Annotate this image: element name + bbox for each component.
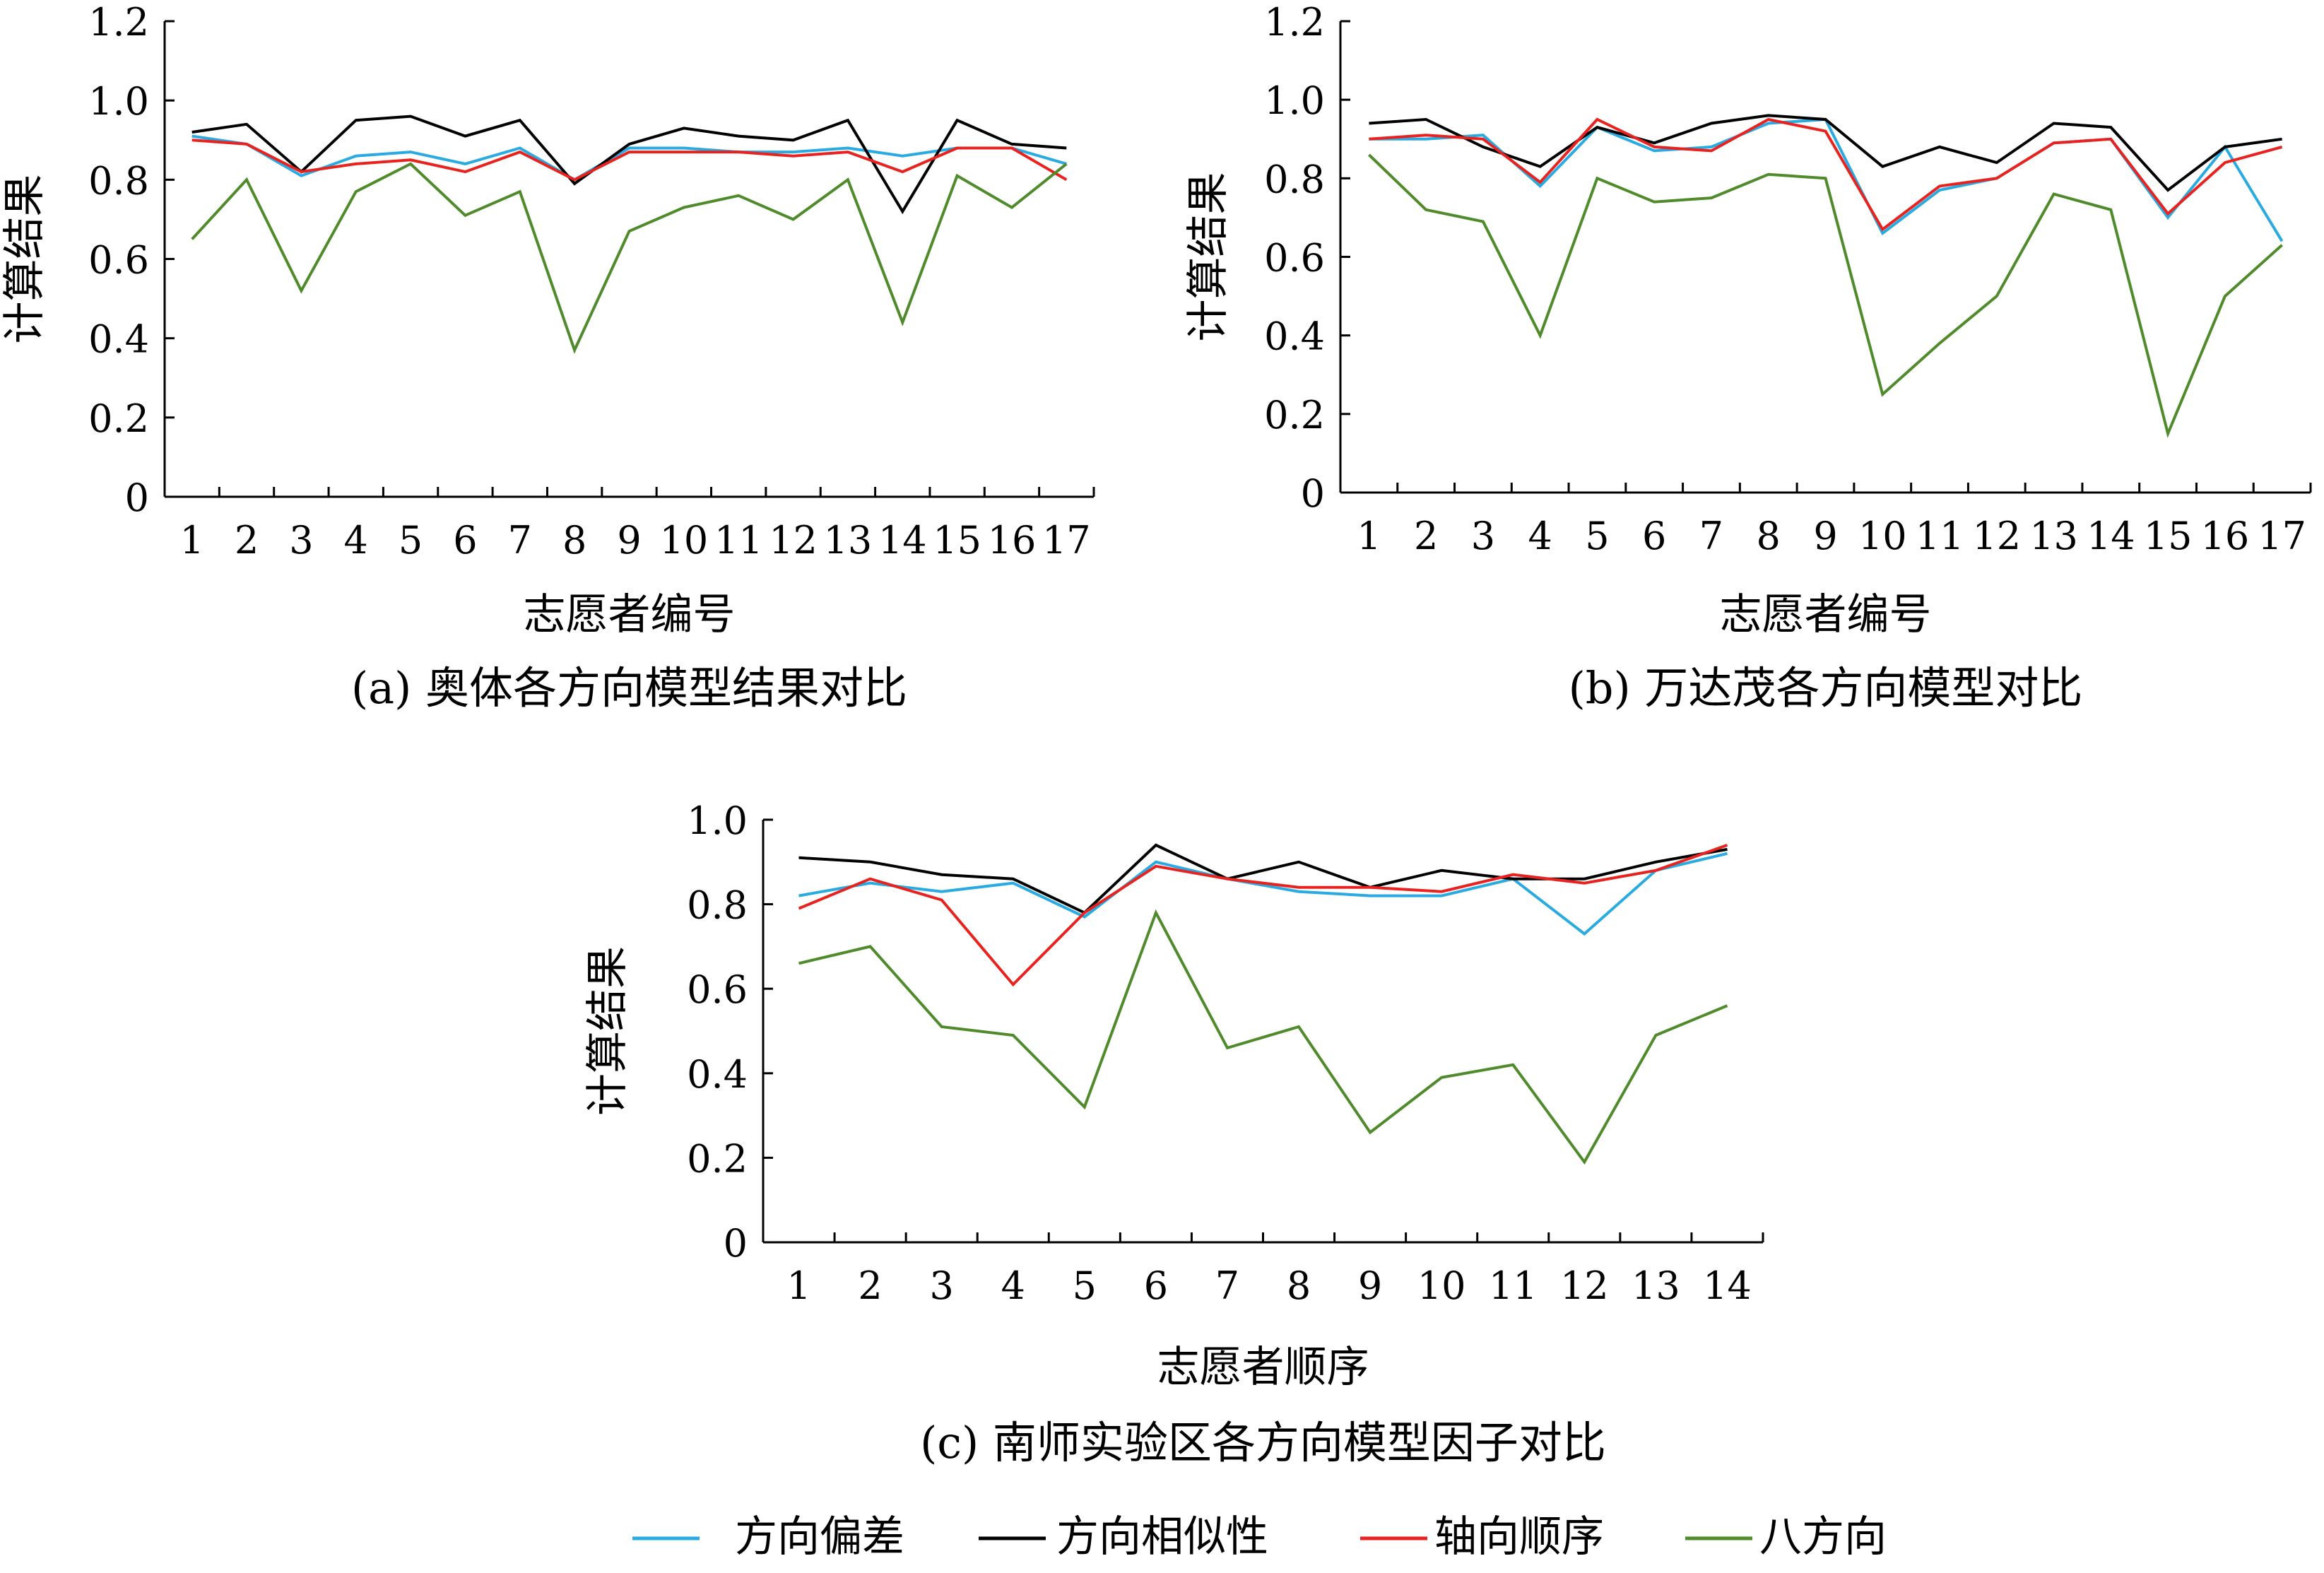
x-tick-label: 7 <box>1699 514 1723 558</box>
series-line-2 <box>798 843 1728 914</box>
y-tick-label: 0.2 <box>88 396 149 441</box>
x-tick-label: 6 <box>1642 514 1666 558</box>
legend-label-2: 方向相似性 <box>1056 1512 1268 1562</box>
x-tick-label: 7 <box>1215 1263 1239 1308</box>
x-tick-label: 5 <box>399 518 423 562</box>
y-axis-label: 计算结果 <box>0 175 49 344</box>
x-tick-label: 4 <box>344 518 368 562</box>
legend-label-3: 轴向顺序 <box>1434 1512 1604 1562</box>
x-tick-label: 11 <box>714 518 763 562</box>
x-tick-label: 16 <box>988 518 1037 562</box>
x-tick-label: 3 <box>1471 514 1495 558</box>
x-tick-label: 1 <box>1357 514 1381 558</box>
series-line-3 <box>191 139 1068 182</box>
x-tick-label: 8 <box>1287 1263 1311 1308</box>
x-tick-label: 5 <box>1585 514 1609 558</box>
x-tick-label: 9 <box>1813 514 1837 558</box>
x-tick-label: 2 <box>1414 514 1438 558</box>
x-tick-label: 2 <box>235 518 259 562</box>
x-tick-label: 11 <box>1916 514 1964 558</box>
series-line-4 <box>1368 153 2283 438</box>
y-axis-label: 计算结果 <box>1184 172 1233 342</box>
y-tick-label: 0.4 <box>687 1052 748 1097</box>
y-tick-label: 0.4 <box>1264 314 1325 359</box>
x-tick-label: 3 <box>289 518 313 562</box>
chart-caption: (a) 奥体各方向模型结果对比 <box>351 662 907 714</box>
legend: 方向偏差 方向相似性 轴向顺序 八方向 <box>632 1512 1887 1562</box>
legend-label-4: 八方向 <box>1759 1512 1887 1562</box>
x-tick-label: 1 <box>179 518 204 562</box>
x-tick-label: 12 <box>769 518 818 562</box>
x-tick-label: 1 <box>786 1263 810 1308</box>
x-tick-label: 8 <box>1757 514 1781 558</box>
chart-panel-c: 00.20.40.60.81.01 2 3 4 5 6 7 8 9 10 11 12 13 14志愿者顺序… <box>583 799 1764 1468</box>
chart-caption: (c) 南师实验区各方向模型因子对比 <box>920 1417 1606 1468</box>
y-tick-label: 0.2 <box>687 1136 748 1181</box>
x-tick-label: 12 <box>1560 1263 1609 1308</box>
y-tick-label: 0.2 <box>1264 393 1325 437</box>
series-line-1 <box>798 852 1728 936</box>
x-tick-label: 10 <box>1858 514 1907 558</box>
chart-panel-a: 00.20.40.60.81.01.21 2 3 4 5 6 7 8 9 10 11 12 13 14 15… <box>0 0 1095 714</box>
x-tick-label: 8 <box>562 518 586 562</box>
y-tick-label: 0.6 <box>687 967 748 1012</box>
x-tick-label: 10 <box>1417 1263 1466 1308</box>
y-tick-label: 0.6 <box>88 238 149 283</box>
x-axis-label: 志愿者编号 <box>1720 590 1932 640</box>
y-tick-label: 0.8 <box>687 883 748 928</box>
x-tick-label: 10 <box>659 518 708 562</box>
y-tick-label: 1.0 <box>687 799 748 843</box>
x-tick-label: 2 <box>858 1263 882 1308</box>
y-tick-label: 1.2 <box>88 0 149 45</box>
y-axis-label: 计算结果 <box>583 946 632 1116</box>
y-tick-label: 1.0 <box>88 79 149 124</box>
x-tick-label: 17 <box>2258 514 2306 558</box>
x-axis-label: 志愿者编号 <box>524 590 736 640</box>
x-tick-label: 15 <box>2144 514 2193 558</box>
x-tick-label: 4 <box>1528 514 1552 558</box>
y-tick-label: 0 <box>125 476 149 520</box>
x-tick-label: 5 <box>1073 1263 1097 1308</box>
y-tick-label: 1.2 <box>1264 0 1325 45</box>
series-line-4 <box>191 162 1068 354</box>
x-tick-label: 6 <box>1144 1263 1168 1308</box>
y-tick-label: 1.0 <box>1264 78 1325 123</box>
y-tick-label: 0.8 <box>88 158 149 203</box>
series-line-4 <box>798 909 1728 1165</box>
y-tick-label: 0.8 <box>1264 157 1325 201</box>
y-tick-label: 0 <box>1301 471 1325 516</box>
x-tick-label: 14 <box>878 518 927 562</box>
x-tick-label: 13 <box>2029 514 2078 558</box>
x-tick-label: 4 <box>1001 1263 1025 1308</box>
series-line-2 <box>1369 114 2282 192</box>
series-line-3 <box>1369 117 2283 232</box>
x-tick-label: 11 <box>1489 1263 1538 1308</box>
chart-panel-b: 00.20.40.60.81.01.21 2 3 4 5 6 7 8 9 10 11 12 13 14 15… <box>1184 0 2312 714</box>
x-tick-label: 15 <box>933 518 981 562</box>
x-tick-label: 7 <box>508 518 532 562</box>
chart-caption: (b) 万达茂各方向模型对比 <box>1569 662 2083 714</box>
x-tick-label: 13 <box>824 518 873 562</box>
x-tick-label: 9 <box>617 518 641 562</box>
legend-label-1: 方向偏差 <box>735 1512 904 1562</box>
y-tick-label: 0.6 <box>1264 236 1325 281</box>
x-tick-label: 6 <box>453 518 477 562</box>
x-tick-label: 14 <box>1703 1263 1752 1308</box>
x-tick-label: 3 <box>929 1263 953 1308</box>
x-tick-label: 14 <box>2087 514 2135 558</box>
x-tick-label: 16 <box>2200 514 2249 558</box>
x-tick-label: 9 <box>1358 1263 1382 1308</box>
x-tick-label: 13 <box>1632 1263 1680 1308</box>
series-line-3 <box>798 844 1728 987</box>
x-tick-label: 17 <box>1042 518 1091 562</box>
series-line-1 <box>191 134 1067 182</box>
series-line-2 <box>191 114 1067 215</box>
x-axis-label: 志愿者顺序 <box>1157 1343 1369 1392</box>
x-tick-label: 12 <box>1972 514 2021 558</box>
y-tick-label: 0.4 <box>88 317 149 362</box>
y-tick-label: 0 <box>724 1221 748 1266</box>
